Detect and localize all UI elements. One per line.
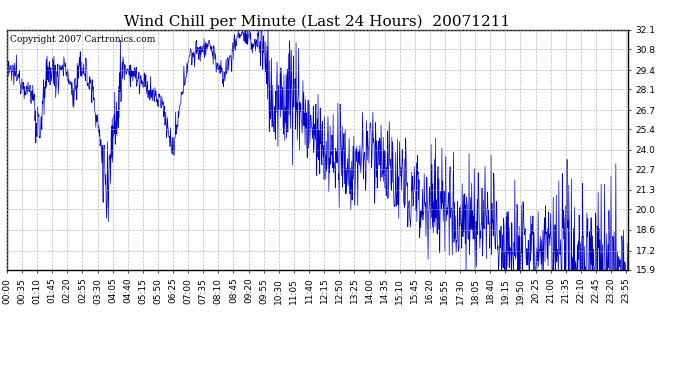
- Title: Wind Chill per Minute (Last 24 Hours)  20071211: Wind Chill per Minute (Last 24 Hours) 20…: [124, 15, 511, 29]
- Text: Copyright 2007 Cartronics.com: Copyright 2007 Cartronics.com: [10, 35, 155, 44]
